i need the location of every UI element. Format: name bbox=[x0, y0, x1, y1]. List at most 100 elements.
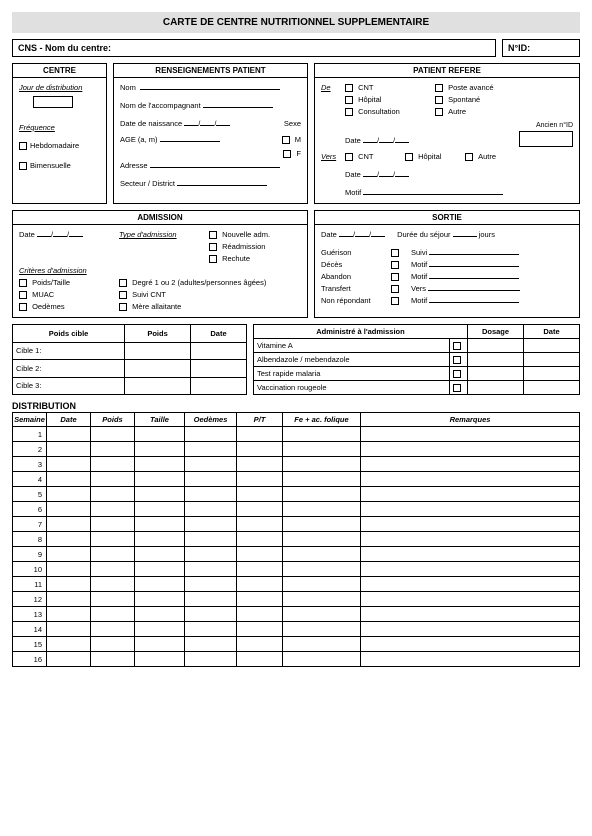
dist-cell[interactable] bbox=[361, 622, 580, 637]
dist-cell[interactable] bbox=[237, 427, 283, 442]
dist-cell[interactable] bbox=[283, 472, 361, 487]
de-consult[interactable]: Consultation bbox=[345, 106, 435, 118]
dist-cell[interactable] bbox=[283, 487, 361, 502]
dist-cell[interactable] bbox=[135, 472, 185, 487]
dist-cell[interactable] bbox=[185, 502, 237, 517]
dist-cell[interactable] bbox=[91, 547, 135, 562]
dist-cell[interactable] bbox=[361, 652, 580, 667]
trans-check[interactable] bbox=[391, 283, 411, 295]
de-autre[interactable]: Autre bbox=[435, 106, 466, 118]
dist-cell[interactable] bbox=[361, 487, 580, 502]
dist-cell[interactable] bbox=[283, 637, 361, 652]
dist-cell[interactable] bbox=[361, 427, 580, 442]
dist-cell[interactable] bbox=[361, 532, 580, 547]
dist-cell[interactable] bbox=[91, 442, 135, 457]
hebdo-option[interactable]: Hebdomadaire bbox=[19, 140, 100, 152]
dist-cell[interactable] bbox=[185, 487, 237, 502]
cible1[interactable]: Cible 1: bbox=[13, 342, 125, 360]
dist-cell[interactable] bbox=[47, 442, 91, 457]
nouv-option[interactable]: Nouvelle adm. bbox=[209, 229, 270, 241]
bimen-option[interactable]: Bimensuelle bbox=[19, 160, 100, 172]
readm-option[interactable]: Réadmission bbox=[209, 241, 270, 253]
dist-cell[interactable] bbox=[135, 577, 185, 592]
dist-cell[interactable] bbox=[91, 457, 135, 472]
dist-cell[interactable] bbox=[283, 427, 361, 442]
dist-cell[interactable] bbox=[185, 457, 237, 472]
dist-cell[interactable] bbox=[361, 502, 580, 517]
dist-cell[interactable] bbox=[237, 532, 283, 547]
motif1-field[interactable]: Motif bbox=[411, 259, 573, 271]
dist-cell[interactable] bbox=[91, 517, 135, 532]
vers-autre[interactable]: Autre bbox=[465, 151, 496, 163]
acc-field[interactable]: Nom de l'accompagnant bbox=[120, 100, 301, 112]
dist-cell[interactable] bbox=[237, 487, 283, 502]
dist-cell[interactable] bbox=[91, 652, 135, 667]
dist-cell[interactable] bbox=[283, 502, 361, 517]
dist-cell[interactable] bbox=[47, 517, 91, 532]
vers-field[interactable]: Vers bbox=[411, 283, 573, 295]
dist-cell[interactable] bbox=[237, 547, 283, 562]
dist-cell[interactable] bbox=[283, 532, 361, 547]
dist-cell[interactable] bbox=[237, 592, 283, 607]
dist-cell[interactable] bbox=[91, 472, 135, 487]
dist-cell[interactable] bbox=[237, 607, 283, 622]
dist-cell[interactable] bbox=[91, 592, 135, 607]
dist-cell[interactable] bbox=[47, 592, 91, 607]
dist-cell[interactable] bbox=[237, 517, 283, 532]
dist-cell[interactable] bbox=[135, 592, 185, 607]
dist-cell[interactable] bbox=[135, 457, 185, 472]
dist-cell[interactable] bbox=[283, 562, 361, 577]
deces-check[interactable] bbox=[391, 259, 411, 271]
vers-hopital[interactable]: Hôpital bbox=[405, 151, 465, 163]
nom-field[interactable]: Nom bbox=[120, 82, 301, 94]
dist-cell[interactable] bbox=[135, 547, 185, 562]
oed-option[interactable]: Oedèmes bbox=[19, 301, 119, 313]
dist-cell[interactable] bbox=[361, 517, 580, 532]
dist-cell[interactable] bbox=[91, 637, 135, 652]
age-field[interactable]: AGE (a, m) bbox=[120, 134, 220, 146]
muac-option[interactable]: MUAC bbox=[19, 289, 119, 301]
dist-cell[interactable] bbox=[185, 427, 237, 442]
de-poste[interactable]: Poste avancé bbox=[435, 82, 494, 94]
dist-cell[interactable] bbox=[135, 517, 185, 532]
adresse-field[interactable]: Adresse bbox=[120, 160, 301, 172]
de-hopital[interactable]: Hôpital bbox=[345, 94, 435, 106]
dist-cell[interactable] bbox=[185, 472, 237, 487]
cible3[interactable]: Cible 3: bbox=[13, 377, 125, 395]
dist-cell[interactable] bbox=[135, 652, 185, 667]
dist-cell[interactable] bbox=[47, 457, 91, 472]
dist-cell[interactable] bbox=[135, 562, 185, 577]
de-cnt[interactable]: CNT bbox=[345, 82, 435, 94]
dist-cell[interactable] bbox=[361, 457, 580, 472]
dist-cell[interactable] bbox=[283, 622, 361, 637]
dist-cell[interactable] bbox=[135, 532, 185, 547]
dist-cell[interactable] bbox=[237, 652, 283, 667]
guer-check[interactable] bbox=[391, 247, 411, 259]
dist-cell[interactable] bbox=[91, 562, 135, 577]
dist-cell[interactable] bbox=[185, 547, 237, 562]
dist-cell[interactable] bbox=[361, 562, 580, 577]
aband-check[interactable] bbox=[391, 271, 411, 283]
dist-cell[interactable] bbox=[47, 562, 91, 577]
motif2-field[interactable]: Motif bbox=[411, 271, 573, 283]
dist-cell[interactable] bbox=[237, 577, 283, 592]
pt-option[interactable]: Poids/Taille bbox=[19, 277, 119, 289]
f-option[interactable]: F bbox=[283, 148, 301, 160]
dist-cell[interactable] bbox=[91, 502, 135, 517]
jour-field[interactable] bbox=[33, 96, 73, 108]
dist-cell[interactable] bbox=[135, 487, 185, 502]
dist-cell[interactable] bbox=[47, 622, 91, 637]
dist-cell[interactable] bbox=[47, 652, 91, 667]
dist-cell[interactable] bbox=[361, 592, 580, 607]
dist-cell[interactable] bbox=[135, 442, 185, 457]
dist-cell[interactable] bbox=[91, 622, 135, 637]
motif3-field[interactable]: Motif bbox=[411, 295, 573, 307]
dist-cell[interactable] bbox=[283, 547, 361, 562]
dist-cell[interactable] bbox=[135, 607, 185, 622]
degre-option[interactable]: Degré 1 ou 2 (adultes/personnes âgées) bbox=[119, 277, 266, 289]
dist-cell[interactable] bbox=[361, 577, 580, 592]
dob-field[interactable]: Date de naissance // bbox=[120, 118, 230, 130]
dist-cell[interactable] bbox=[283, 457, 361, 472]
dist-cell[interactable] bbox=[185, 517, 237, 532]
duree-field[interactable]: Durée du séjour jours bbox=[397, 229, 495, 241]
